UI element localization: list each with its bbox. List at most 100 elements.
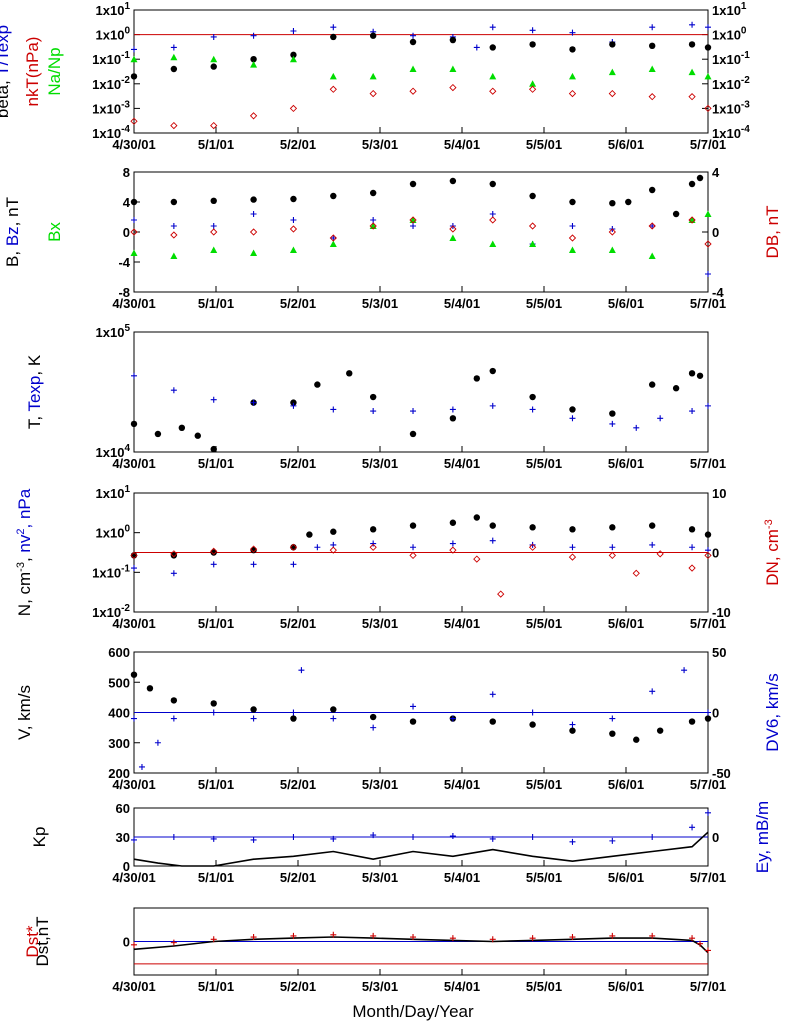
panel-beta-series-3-point (289, 104, 298, 113)
panel-beta-ytick-label: 1x100 (96, 26, 131, 43)
panel-Kp-ylabel-part: Kp (30, 827, 49, 848)
panel-Dst-series-0-line (133, 936, 709, 954)
panel-beta-series-1-point (290, 51, 297, 59)
panel-beta-series-0-point (689, 21, 696, 28)
panel-N-ytick-label: 1x10-1 (92, 563, 130, 580)
panel-beta-series-2-point (704, 72, 712, 80)
panel-N-xtick-label: 5/3/01 (362, 616, 398, 631)
panel-beta-series-1-point (250, 56, 257, 63)
panel-V-series-1-point (154, 739, 161, 746)
panel-N-ylabel-part: 2 (15, 528, 27, 534)
panel-beta-series-1-point (529, 41, 536, 48)
panel-Dst-series-1-point (210, 936, 217, 943)
panel-T-series-1-point (370, 408, 377, 415)
panel-B-series-3-point (704, 240, 712, 248)
panel-N-series-0-point (529, 524, 536, 531)
panel-V-series-0-point (633, 736, 640, 743)
panel-V-y2tick-label: 50 (712, 645, 726, 660)
panel-Kp-series-1-point (370, 832, 377, 839)
panel-B-series-1-point (569, 223, 576, 229)
panel-beta-xtick-label: 5/2/01 (280, 137, 316, 152)
panel-beta-y2tick-label: 1x10-2 (712, 75, 750, 92)
panel-V-series-1-point (210, 709, 217, 716)
panel-T-series-1-point (449, 406, 456, 413)
panel-Dst-xtick-label: 5/2/01 (280, 979, 316, 994)
panel-B-series-0-point (170, 198, 178, 206)
panel-B-y2tick-label: 0 (712, 225, 719, 240)
panel-B-series-3-point (688, 216, 696, 224)
panel-N-series-0-point (569, 526, 576, 533)
panel-N-series-1-point (210, 561, 217, 568)
panel-beta-y2tick-label: 1x101 (712, 1, 747, 18)
panel-T-series-0-point (178, 424, 186, 432)
panel-B-series-2-point (250, 249, 258, 256)
panel-N-y2tick-label: 0 (712, 546, 719, 561)
panel-T-ylabel-part: T, (25, 412, 44, 430)
panel-V-series-1-point (649, 688, 656, 695)
panel-N-ylabel-2: DN, cm-3 (763, 519, 782, 585)
panel-beta-series-3-point (170, 121, 178, 130)
panel-Dst-ytick-label: 0 (123, 935, 130, 950)
panel-Dst-xtick-label: 5/7/01 (690, 979, 726, 994)
panel-B-series-3-point (170, 231, 178, 239)
panel-N-series-0-point (210, 549, 217, 556)
panel-V-ylabel-2: DV6, km/s (763, 673, 782, 751)
panel-beta-ylabel-part: T/Texp (0, 25, 12, 76)
panel-beta-series-3-point (249, 112, 258, 120)
panel-V-series-0-point (170, 697, 178, 704)
panel-Kp-xtick-label: 5/3/01 (362, 870, 398, 885)
panel-Kp-series-1-point (290, 834, 297, 840)
panel-N-series-1-point (290, 561, 297, 568)
panel-N-xtick-label: 5/6/01 (608, 616, 644, 631)
panel-T-series-1-point (489, 402, 496, 409)
panel-Dst-series-1-point (250, 934, 257, 941)
panel-T-series-0-point (569, 406, 576, 413)
panel-T-series-1-point (410, 408, 417, 415)
panel-V-series-1-point (609, 715, 616, 722)
panel-beta-series-2-point (409, 65, 417, 72)
panel-T-xtick-label: 4/30/01 (112, 456, 155, 471)
panel-B-ytick-label: -4 (118, 255, 130, 270)
panel-Kp-ylabel: Kp (30, 827, 49, 848)
panel-T-series-0-point (696, 372, 704, 379)
panel-B-series-2-point (648, 252, 656, 259)
panel-B-xtick-label: 4/30/01 (112, 296, 155, 311)
panel-V-xtick-label: 5/4/01 (444, 777, 480, 792)
panel-Kp-series-1-point (609, 837, 616, 844)
panel-N-series-2-point (632, 569, 640, 577)
panel-Kp-xtick-label: 5/6/01 (608, 870, 644, 885)
panel-V-series-1-point (370, 724, 377, 731)
panel-B-series-0-point (489, 180, 496, 188)
panel-N-series-0-point (170, 552, 178, 559)
panel-N-series-0-point (130, 552, 138, 559)
panel-N-series-1-point (489, 537, 496, 544)
panel-beta-series-0-point (330, 24, 337, 31)
panel-beta-series-0-point (250, 32, 257, 39)
panel-B-series-1-point (330, 235, 337, 241)
panel-N-series-1-point (529, 541, 536, 548)
panel-T-series-1-point (330, 406, 337, 413)
panel-T-series-1-point (170, 387, 177, 394)
panel-Dst-xtick-label: 5/5/01 (526, 979, 562, 994)
panel-V-series-1-point (330, 715, 337, 722)
panel-Kp-series-1-point (689, 824, 696, 831)
panel-beta-y2tick-label: 1x10-4 (712, 124, 750, 141)
panel-T-xtick-label: 5/4/01 (444, 456, 480, 471)
panel-N-series-2-point (688, 564, 696, 572)
panel-Dst-ylabel-part: Dst,nT (33, 916, 52, 966)
panel-B-series-3-point (449, 225, 457, 233)
panel-V-series-1-point (131, 715, 137, 722)
panel-N-ylabel-part: , nPa (15, 488, 34, 528)
panel-N-series-1-point (370, 540, 377, 547)
panel-T-ylabel-part: , K (25, 354, 44, 375)
panel-T-series-1-point (529, 406, 536, 413)
panel-Kp-series-1-point (210, 835, 217, 842)
panel-N-series-0-point (409, 522, 417, 529)
panel-beta-series-3-point (489, 87, 497, 95)
panel-Dst-series-1-point (569, 934, 576, 941)
panel-N-xtick-label: 5/5/01 (526, 616, 562, 631)
panel-beta-series-3-point (648, 93, 656, 101)
panel-beta-series-3-point (608, 89, 616, 98)
panel-V-series-0-point (529, 721, 536, 728)
panel-V-series-0-point (210, 700, 217, 707)
